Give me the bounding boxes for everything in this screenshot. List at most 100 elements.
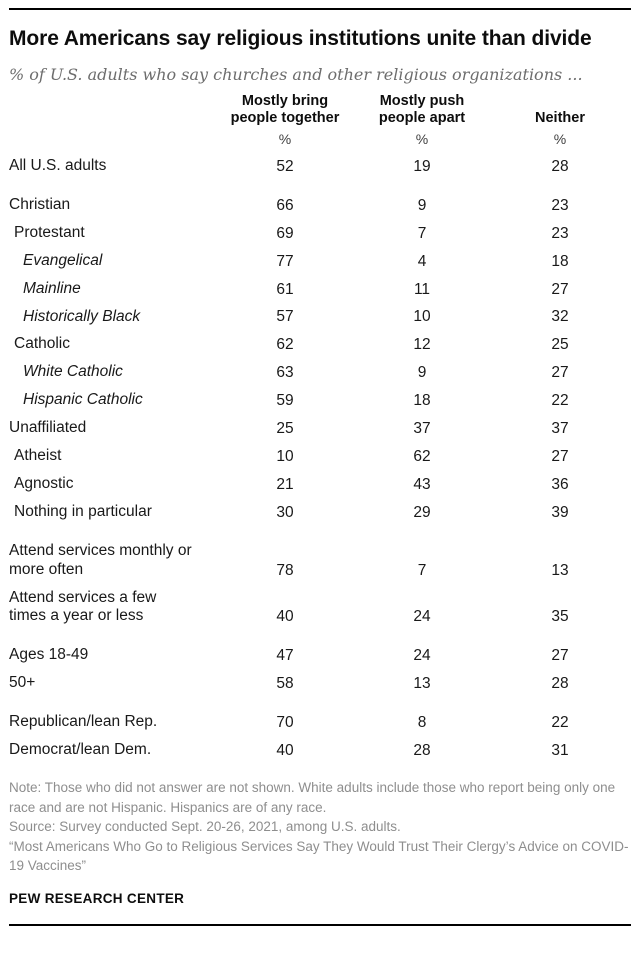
note-text: Note: Those who did not answer are not s…	[9, 780, 616, 815]
table-row: Mainline 61 11 27	[9, 276, 631, 304]
value-cell: 11	[413, 280, 431, 298]
value-cell: 7	[417, 224, 427, 242]
value-cell: 47	[276, 647, 294, 665]
row-label: Attend services a few times a year or le…	[9, 588, 157, 625]
value-cell: 66	[276, 196, 294, 214]
column-header: Mostly push people apart	[378, 92, 466, 126]
value-cell: 21	[276, 475, 294, 493]
row-label: Ages 18-49	[9, 646, 89, 664]
column-header: Neither	[535, 109, 585, 126]
row-label: Christian	[9, 195, 71, 213]
table-row: Republican/lean Rep. 70 8 22	[9, 698, 631, 737]
value-cell: 40	[276, 608, 294, 626]
row-label: Republican/lean Rep.	[9, 713, 158, 731]
value-cell: 18	[413, 392, 431, 410]
row-label: Hispanic Catholic	[23, 391, 143, 409]
value-cell: 78	[276, 561, 294, 579]
page-title: More Americans say religious institution…	[9, 27, 592, 50]
value-cell: 37	[413, 420, 431, 438]
value-cell: 25	[276, 420, 294, 438]
table-row: Attend services a few times a year or le…	[9, 585, 631, 632]
value-cell: 30	[276, 503, 294, 521]
value-cell: 4	[417, 252, 427, 270]
value-cell: 13	[551, 561, 569, 579]
value-cell: 8	[417, 714, 427, 732]
value-cell: 22	[551, 714, 569, 732]
unit-label: %	[278, 130, 292, 147]
value-cell: 12	[413, 336, 431, 354]
source-text: Source: Survey conducted Sept. 20-26, 20…	[9, 819, 401, 835]
value-cell: 29	[413, 503, 431, 521]
value-cell: 28	[551, 675, 569, 693]
row-label: Atheist	[14, 447, 62, 465]
table-row: Attend services monthly or more often 78 7…	[9, 527, 631, 585]
value-cell: 27	[551, 447, 569, 465]
top-divider	[9, 8, 631, 10]
table-row: All U.S. adults 52 19 28	[9, 153, 631, 181]
row-label: Protestant	[14, 223, 85, 241]
value-cell: 7	[417, 561, 427, 579]
table-row: Nothing in particular 30 29 39	[9, 499, 631, 527]
value-cell: 36	[551, 475, 569, 493]
value-cell: 27	[551, 280, 569, 298]
value-cell: 58	[276, 675, 294, 693]
table-row: Historically Black 57 10 32	[9, 304, 631, 332]
value-cell: 40	[276, 742, 294, 760]
value-cell: 61	[276, 280, 294, 298]
unit-label: %	[553, 130, 567, 147]
report-title-text: “Most Americans Who Go to Religious Serv…	[9, 838, 629, 874]
value-cell: 69	[276, 224, 294, 242]
row-label: Mainline	[23, 279, 81, 297]
row-label: Democrat/lean Dem.	[9, 741, 152, 759]
table-body: All U.S. adults 52 19 28 Christian 66 9 23 Prote…	[9, 153, 631, 765]
table-row: Atheist 10 62 27	[9, 443, 631, 471]
table-row: Protestant 69 7 23	[9, 220, 631, 248]
value-cell: 35	[551, 608, 569, 626]
brand-wordmark: PEW RESEARCH CENTER	[9, 890, 185, 906]
value-cell: 27	[551, 364, 569, 382]
value-cell: 18	[551, 252, 569, 270]
value-cell: 32	[551, 308, 569, 326]
report-card: More Americans say religious institution…	[0, 8, 640, 926]
table-header: Mostly bring people together Mostly push …	[9, 93, 631, 153]
table-row: Evangelical 77 4 18	[9, 248, 631, 276]
column-header: Mostly bring people together	[230, 92, 340, 126]
value-cell: 37	[551, 420, 569, 438]
value-cell: 23	[551, 224, 569, 242]
value-cell: 22	[551, 392, 569, 410]
row-label: 50+	[9, 674, 36, 692]
table-row: Democrat/lean Dem. 40 28 31	[9, 737, 631, 765]
value-cell: 52	[276, 157, 294, 175]
value-cell: 39	[551, 503, 569, 521]
value-cell: 63	[276, 364, 294, 382]
row-label: Catholic	[14, 335, 70, 353]
table-row: Ages 18-49 47 24 27	[9, 631, 631, 670]
unit-label: %	[415, 130, 429, 147]
table-row: Hispanic Catholic 59 18 22	[9, 387, 631, 415]
value-cell: 24	[413, 647, 431, 665]
value-cell: 62	[276, 336, 294, 354]
value-cell: 62	[413, 447, 431, 465]
value-cell: 24	[413, 608, 431, 626]
footer-notes: Note: Those who did not answer are not s…	[9, 778, 631, 876]
row-label: Historically Black	[23, 307, 141, 325]
page-subtitle: % of U.S. adults who say churches and ot…	[9, 64, 583, 84]
value-cell: 13	[413, 675, 431, 693]
row-label: Nothing in particular	[14, 502, 152, 520]
value-cell: 28	[413, 742, 431, 760]
value-cell: 9	[417, 364, 427, 382]
table-row: Agnostic 21 43 36	[9, 471, 631, 499]
value-cell: 9	[417, 196, 427, 214]
row-label: White Catholic	[23, 363, 123, 381]
value-cell: 10	[413, 308, 431, 326]
unit-row: %%%	[9, 128, 631, 153]
value-cell: 31	[551, 742, 569, 760]
table-row: Christian 66 9 23	[9, 181, 631, 220]
table-row: Unaffiliated 25 37 37	[9, 415, 631, 443]
row-label: Unaffiliated	[9, 419, 87, 437]
value-cell: 25	[551, 336, 569, 354]
unit-row-spacer	[9, 128, 215, 153]
value-cell: 10	[276, 447, 294, 465]
value-cell: 19	[413, 157, 431, 175]
row-label: Agnostic	[14, 474, 74, 492]
